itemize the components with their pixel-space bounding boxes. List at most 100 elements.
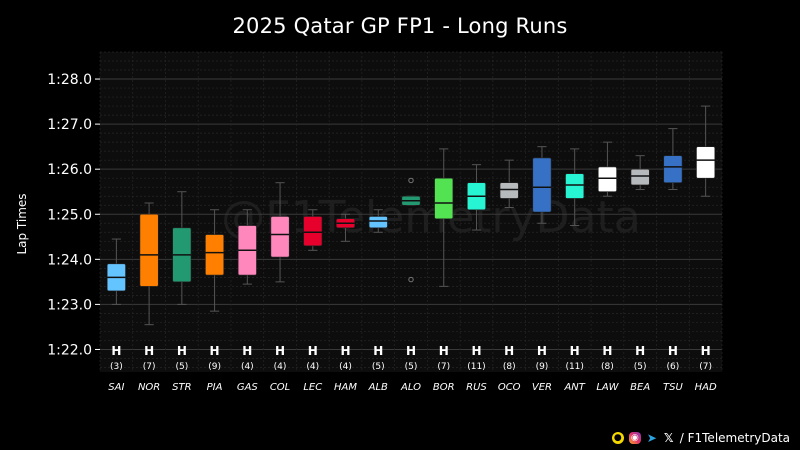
y-tick-label: 1:24.0 [47, 252, 92, 268]
box-bor [434, 148, 454, 287]
box-ant [565, 148, 585, 227]
tyre-compound-label: H [406, 344, 416, 358]
driver-label: GAS [237, 382, 259, 393]
y-axis: 1:22.0 1:23.0 1:24.0 1:25.0 1:26.0 1:27.0 1:28… [47, 72, 100, 358]
iqr-box [139, 213, 159, 287]
lap-count-label: (8) [503, 362, 516, 372]
lap-count-label: (3) [110, 362, 123, 372]
boxes [106, 105, 716, 326]
tyre-compound-label: H [373, 344, 383, 358]
lap-count-label: (5) [405, 362, 418, 372]
y-tick-label: 1:22.0 [47, 342, 92, 358]
iqr-box [663, 155, 683, 184]
box-str [172, 191, 192, 305]
y-axis-label: Lap Times [15, 193, 29, 254]
tyre-compound-label: H [504, 344, 514, 358]
chart-title: 2025 Qatar GP FP1 - Long Runs [232, 14, 568, 38]
box-alb [368, 209, 388, 233]
iqr-box [499, 182, 519, 199]
iqr-box [205, 234, 225, 276]
tyre-compound-label: H [537, 344, 547, 358]
instagram-icon[interactable]: ◉ [628, 432, 641, 444]
tyre-compound-label: H [144, 344, 154, 358]
driver-label: SAI [108, 382, 124, 393]
box-lec [303, 209, 323, 251]
telegram-icon[interactable]: ➤ [646, 431, 657, 445]
driver-label: BOR [433, 382, 455, 393]
lap-count-label: (4) [241, 362, 254, 372]
tyre-compound-label: H [177, 344, 187, 358]
footer-handle[interactable]: / F1TelemetryData [679, 431, 790, 445]
lap-count-label: (6) [667, 362, 680, 372]
box-tsu [663, 128, 683, 190]
driver-label: TSU [663, 382, 683, 393]
iqr-box [434, 177, 454, 220]
iqr-box [368, 216, 388, 229]
x-axis: H (3) SAI H (7) NOR H (5) STR H (9) PIA H (4) GAS H (4) C… [108, 344, 717, 393]
driver-label: OCO [498, 382, 521, 393]
lap-count-label: (7) [143, 362, 156, 372]
iqr-box [696, 146, 716, 179]
driver-label: LAW [596, 382, 619, 393]
footer: ● ◉ ➤ 𝕏 / F1TelemetryData [611, 430, 790, 446]
x-icon[interactable]: 𝕏 [663, 431, 674, 445]
box-ver [532, 146, 552, 224]
driver-label: RUS [466, 382, 487, 393]
tyre-compound-label: H [701, 344, 711, 358]
lap-count-label: (5) [634, 362, 647, 372]
lap-count-label: (4) [274, 362, 287, 372]
tyre-compound-label: H [210, 344, 220, 358]
snapchat-icon[interactable]: ● [611, 432, 624, 444]
driver-label: BEA [630, 382, 650, 393]
driver-label: ALO [400, 382, 421, 393]
box-pia [205, 209, 225, 312]
outlier-point [408, 276, 414, 283]
box-sai [106, 238, 126, 305]
box-bea [630, 155, 650, 190]
driver-label: ANT [563, 382, 585, 393]
y-tick-label: 1:26.0 [47, 162, 92, 178]
grid-lines [99, 51, 723, 372]
tyre-compound-label: H [635, 344, 645, 358]
lap-count-label: (4) [339, 362, 352, 372]
driver-label: LEC [303, 382, 322, 393]
driver-label: STR [172, 382, 191, 393]
lap-count-label: (11) [467, 362, 485, 372]
lap-count-label: (7) [437, 362, 450, 372]
tyre-compound-label: H [242, 344, 252, 358]
y-tick-label: 1:25.0 [47, 207, 92, 223]
box-ham [336, 213, 355, 242]
tyre-compound-label: H [668, 344, 678, 358]
lap-count-label: (5) [175, 362, 188, 372]
box-nor [139, 202, 159, 326]
tyre-compound-label: H [341, 344, 351, 358]
box-oco [499, 159, 519, 208]
iqr-box [270, 216, 290, 258]
tyre-compound-label: H [275, 344, 285, 358]
y-tick-label: 1:28.0 [47, 72, 92, 88]
lap-count-label: (9) [536, 362, 549, 372]
box-col [270, 182, 290, 283]
iqr-box [303, 216, 323, 247]
iqr-box [597, 166, 617, 193]
driver-label: COL [270, 382, 290, 393]
lap-count-label: (8) [601, 362, 614, 372]
y-tick-label: 1:23.0 [47, 297, 92, 313]
iqr-box [565, 173, 585, 199]
tyre-compound-label: H [471, 344, 481, 358]
driver-label: ALB [368, 382, 388, 393]
iqr-box [532, 157, 552, 213]
box-alo [401, 177, 421, 283]
tyre-compound-label: H [439, 344, 449, 358]
tyre-compound-label: H [602, 344, 612, 358]
box-law [597, 141, 617, 197]
driver-label: PIA [207, 382, 223, 393]
box-gas [237, 209, 257, 285]
lap-count-label: (7) [699, 362, 712, 372]
box-rus [467, 164, 486, 231]
outlier-point [408, 177, 414, 184]
driver-label: HAM [334, 382, 357, 393]
watermark: @F1TelemetryData [221, 192, 640, 243]
driver-label: NOR [138, 382, 160, 393]
